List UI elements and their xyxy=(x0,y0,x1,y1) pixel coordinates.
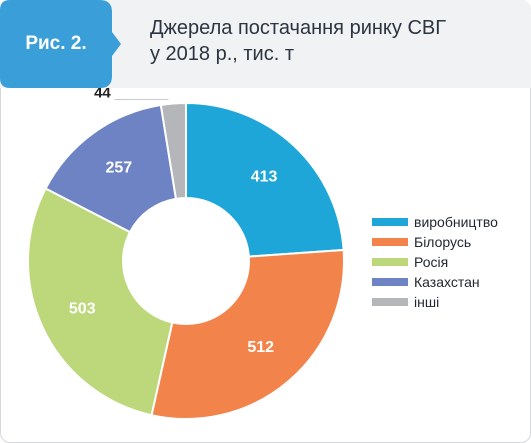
slice-3 xyxy=(27,187,174,417)
figure-title-line2: у 2018 р., тис. т xyxy=(150,43,295,65)
legend-label: Казахстан xyxy=(414,274,480,290)
legend-item-4: Казахстан xyxy=(372,272,522,292)
legend-item-3: Росія xyxy=(372,252,522,272)
legend-swatch xyxy=(372,238,408,246)
legend-item-5: інші xyxy=(372,292,522,312)
figure-title: Джерела постачання ринку СВГ у 2018 р., … xyxy=(150,15,510,67)
legend-swatch xyxy=(372,298,408,306)
slice-4 xyxy=(44,103,178,234)
legend-label: інші xyxy=(414,294,440,310)
legend-item-2: Білорусь xyxy=(372,232,522,252)
figure-label: Рис. 2. xyxy=(25,33,87,54)
donut-chart: 413 512 503 257 44 xyxy=(27,88,345,420)
slice-1 xyxy=(185,101,345,258)
chart-legend: виробництво Білорусь Росія Казахстан інші xyxy=(372,212,522,312)
figure-title-line1: Джерела постачання ринку СВГ xyxy=(150,17,447,39)
data-label-1: 413 xyxy=(251,168,278,185)
data-label-2: 512 xyxy=(247,339,274,356)
legend-item-1: виробництво xyxy=(372,212,522,232)
legend-swatch xyxy=(372,278,408,286)
data-label-4: 257 xyxy=(105,159,132,176)
data-label-3: 503 xyxy=(69,301,96,318)
data-label-5: 44 xyxy=(94,88,111,102)
legend-swatch xyxy=(372,218,408,226)
legend-swatch xyxy=(372,258,408,266)
figure-badge: Рис. 2. xyxy=(0,0,121,88)
legend-label: Білорусь xyxy=(414,234,472,250)
slice-5 xyxy=(159,101,187,200)
legend-label: Росія xyxy=(414,254,449,270)
legend-label: виробництво xyxy=(414,214,498,230)
slice-2 xyxy=(150,248,345,420)
